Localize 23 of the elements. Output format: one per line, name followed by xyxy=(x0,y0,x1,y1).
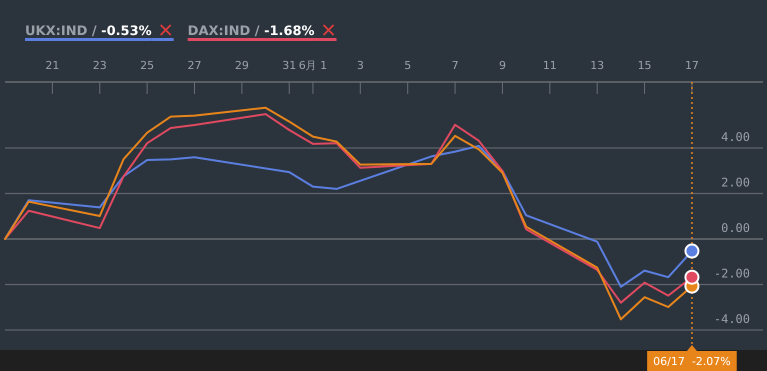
x-tick-label: 9 xyxy=(498,59,506,72)
y-tick-label: 4.00 xyxy=(721,130,750,144)
legend-label: UKX:IND / -0.53% xyxy=(25,24,152,39)
x-tick-label: 25 xyxy=(140,59,154,72)
x-tick-label: 13 xyxy=(590,59,604,72)
x-tick-label: 3 xyxy=(356,59,364,72)
ref-line-label: 06/17 -2.07% xyxy=(653,355,731,368)
x-tick-label: 15 xyxy=(638,59,652,72)
legend-label: DAX:IND / -1.68% xyxy=(188,24,315,39)
x-tick-label: 5 xyxy=(404,59,412,72)
x-tick-label: 17 xyxy=(684,59,699,72)
x-tick-label: 7 xyxy=(452,59,459,72)
x-tick-label: 29 xyxy=(234,59,249,72)
y-tick-label: 2.00 xyxy=(721,175,750,190)
x-tick-label: 6月 1 xyxy=(298,59,328,72)
x-tick-label: 27 xyxy=(188,59,202,72)
y-tick-label: -4.00 xyxy=(714,312,750,326)
x-tick-label: 21 xyxy=(45,59,60,72)
x-tick-label: 11 xyxy=(542,59,557,72)
x-tick-label: 23 xyxy=(92,59,107,72)
x-tick-label: 31 xyxy=(282,59,296,72)
y-tick-label: 0.00 xyxy=(721,220,750,235)
y-tick-label: -2.00 xyxy=(714,266,750,280)
